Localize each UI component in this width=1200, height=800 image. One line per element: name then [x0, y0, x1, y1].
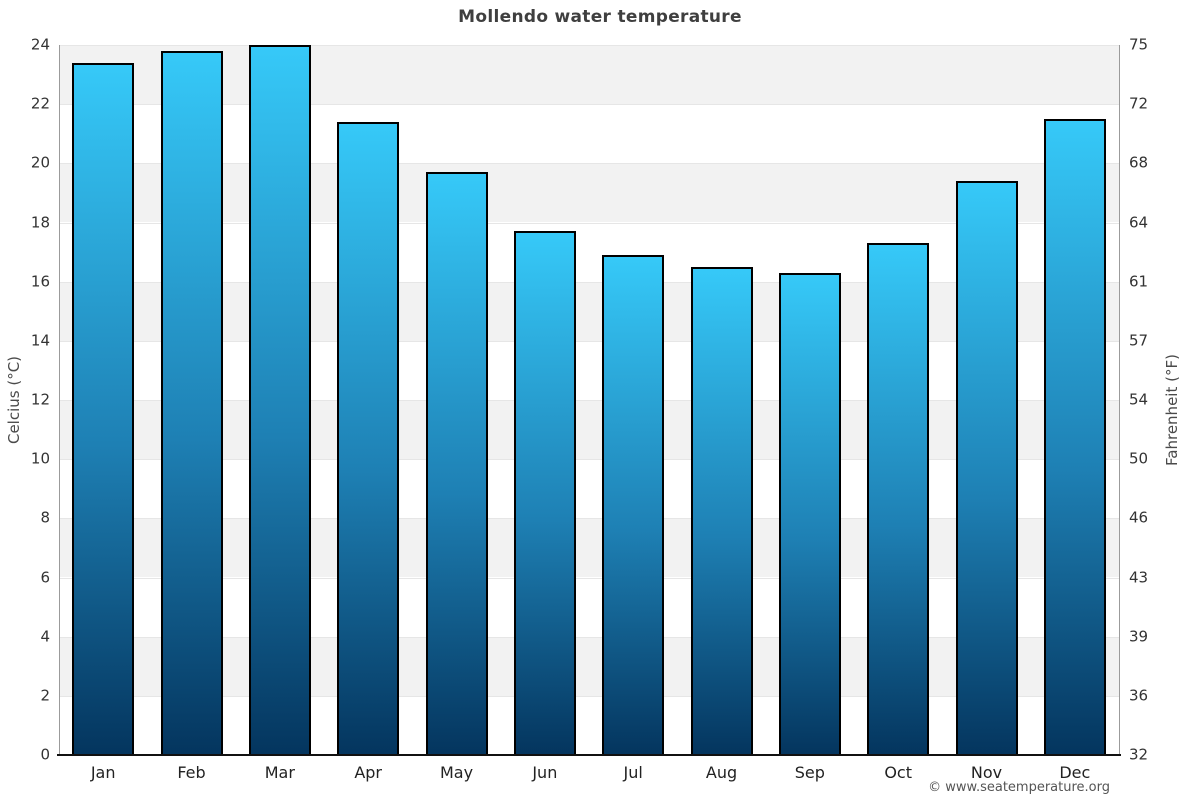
gridline: [59, 459, 1119, 461]
celsius-tick-label: 6: [40, 568, 50, 586]
gridline: [59, 518, 1119, 520]
month-label-dec: Dec: [1059, 763, 1091, 782]
gridline: [59, 222, 1119, 224]
gridline: [59, 163, 1119, 165]
month-label-apr: Apr: [354, 763, 382, 782]
celsius-tick-label: 20: [30, 153, 50, 172]
plot-area: [59, 45, 1119, 755]
month-label-mar: Mar: [264, 763, 295, 782]
month-label-oct: Oct: [884, 763, 912, 782]
plot-band: [59, 45, 1119, 105]
chart-title: Mollendo water temperature: [458, 7, 742, 27]
month-label-aug: Aug: [705, 763, 738, 782]
celsius-tick-label: 10: [30, 449, 50, 468]
gridline: [59, 340, 1119, 342]
plot-band: [59, 163, 1119, 223]
celsius-tick-label: 16: [30, 272, 50, 291]
gridline: [59, 281, 1119, 283]
bar-feb[interactable]: [160, 50, 223, 755]
celsius-tick-label: 22: [30, 94, 50, 113]
gridline: [59, 104, 1119, 106]
month-label-jan: Jan: [90, 763, 116, 782]
fahrenheit-tick-label: 57: [1129, 331, 1149, 350]
bar-oct[interactable]: [867, 243, 930, 755]
month-label-may: May: [439, 763, 474, 782]
bar-sep[interactable]: [778, 272, 841, 755]
celsius-axis-title: Celcius (°C): [5, 355, 23, 445]
gridline: [59, 636, 1119, 638]
fahrenheit-axis-ticks: 32 36 39 43 46 50 54 57 61 64 68 72 75: [1129, 0, 1189, 800]
gridline: [59, 400, 1119, 401]
bar-jul[interactable]: [602, 255, 665, 755]
fahrenheit-tick-label: 39: [1129, 627, 1149, 646]
celsius-tick-label: 4: [40, 627, 50, 646]
bar-mar[interactable]: [248, 45, 311, 755]
fahrenheit-tick-label: 43: [1129, 568, 1149, 586]
celsius-tick-label: 2: [40, 686, 50, 705]
month-label-jun: Jun: [532, 763, 558, 782]
gridline: [59, 695, 1119, 697]
celsius-axis-line: [59, 45, 60, 755]
bar-jan[interactable]: [72, 62, 135, 755]
celsius-tick-label: 14: [30, 331, 50, 350]
bar-jun[interactable]: [513, 231, 576, 755]
bar-apr[interactable]: [337, 121, 400, 755]
fahrenheit-tick-label: 64: [1129, 213, 1149, 231]
fahrenheit-tick-label: 72: [1129, 94, 1149, 113]
fahrenheit-axis-title: Fahrenheit (°F): [1163, 354, 1181, 466]
celsius-tick-label: 18: [30, 213, 50, 231]
bar-nov[interactable]: [955, 181, 1018, 755]
gridline: [59, 577, 1119, 579]
fahrenheit-tick-label: 32: [1129, 745, 1149, 764]
celsius-tick-label: 8: [40, 508, 50, 527]
fahrenheit-tick-label: 75: [1129, 35, 1149, 54]
bar-dec[interactable]: [1043, 118, 1106, 755]
fahrenheit-tick-label: 68: [1129, 153, 1149, 172]
fahrenheit-tick-label: 46: [1129, 508, 1149, 527]
celsius-tick-label: 12: [30, 390, 50, 409]
month-label-feb: Feb: [177, 763, 206, 782]
x-axis-line: [57, 754, 1121, 756]
month-label-sep: Sep: [794, 763, 825, 782]
fahrenheit-tick-label: 61: [1129, 272, 1149, 291]
gridline: [59, 45, 1119, 46]
month-label-nov: Nov: [970, 763, 1003, 782]
plot-band: [59, 281, 1119, 341]
fahrenheit-tick-label: 54: [1129, 390, 1149, 409]
fahrenheit-tick-label: 50: [1129, 449, 1149, 468]
celsius-tick-label: 24: [30, 35, 50, 54]
fahrenheit-axis-line: [1119, 45, 1120, 755]
bar-aug[interactable]: [690, 266, 753, 755]
plot-band: [59, 400, 1119, 460]
plot-band: [59, 636, 1119, 696]
plot-band: [59, 518, 1119, 578]
copyright-text: © www.seatemperature.org: [928, 780, 1110, 795]
celsius-tick-label: 0: [40, 745, 50, 764]
celsius-axis-ticks: 0 2 4 6 8 10 12 14 16 18 20 22 24: [0, 0, 50, 800]
bar-may[interactable]: [425, 172, 488, 755]
fahrenheit-tick-label: 36: [1129, 686, 1149, 705]
month-label-jul: Jul: [623, 763, 643, 782]
